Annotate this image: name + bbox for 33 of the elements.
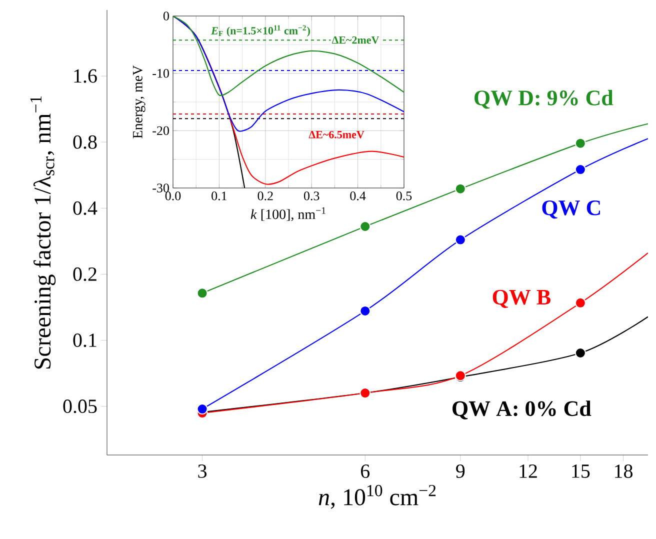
- annotation: ΔE~2meV: [332, 36, 380, 44]
- series-label: QW C: [542, 200, 600, 219]
- y-tick-label: -10: [152, 68, 169, 78]
- x-tick-label: 3: [198, 464, 207, 478]
- series-label: QW A: 0% Cd: [452, 400, 592, 420]
- x-tick-label: 6: [361, 464, 370, 478]
- y-tick-label: 0.8: [73, 135, 97, 149]
- x-tick-label: 0.3: [304, 192, 320, 200]
- x-axis-title: k [100], nm$^{−1}$: [250, 207, 326, 222]
- y-tick-label: 0.1: [73, 333, 96, 348]
- series-label: QW D: 9% Cd: [474, 90, 614, 109]
- y-tick-label: 0: [163, 12, 169, 20]
- x-tick-label: 12: [520, 464, 537, 478]
- x-tick-label: 0.0: [165, 192, 181, 200]
- series-label: QW B: [492, 290, 550, 308]
- x-tick-label: 0.4: [350, 192, 366, 200]
- x-tick-label: 0.2: [258, 192, 273, 200]
- x-tick-label: 15: [572, 464, 590, 478]
- y-tick-label: 1.6: [74, 69, 97, 83]
- y-tick-label: 0.2: [73, 267, 96, 282]
- y-tick-label: 0.05: [63, 400, 97, 414]
- x-tick-label: 9: [456, 464, 465, 478]
- y-tick-label: -20: [152, 126, 169, 136]
- y-axis-title: Screening factor 1/λ$_{scr}$, nm$^{−1}$: [30, 96, 56, 369]
- x-tick-label: 0.1: [212, 192, 227, 200]
- annotation: ΔE~6.5meV: [308, 130, 364, 138]
- y-tick-label: 0.4: [73, 201, 98, 215]
- annotation: E$_{F}$ (n=1.5×10$^{11}$ cm$^{−2}$): [211, 25, 310, 37]
- y-axis-title: Energy, meV: [133, 65, 146, 138]
- x-tick-label: 18: [615, 464, 632, 478]
- x-tick-label: 0.5: [396, 192, 412, 200]
- y-tick-label: -30: [152, 184, 169, 192]
- x-axis-title: n, 10$^{10}$ cm$^{−2}$: [318, 484, 436, 509]
